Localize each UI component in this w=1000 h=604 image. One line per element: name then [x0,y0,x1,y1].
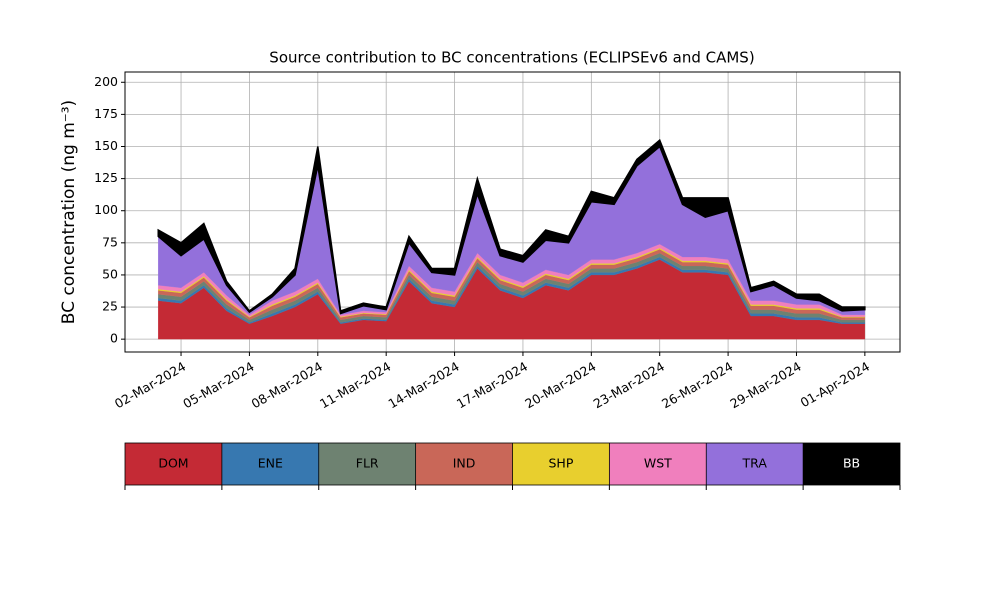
y-tick-label: 200 [94,74,118,89]
legend-label: IND [453,456,476,471]
legend-label: BB [843,456,860,471]
x-tick-label: 17-Mar-2024 [454,359,530,412]
legend-label: WST [644,456,672,471]
y-tick-label: 100 [94,202,118,217]
x-tick-label: 23-Mar-2024 [591,359,667,412]
y-tick-label: 150 [94,138,118,153]
legend-label: FLR [356,456,379,471]
y-axis-label: BC concentration (ng m⁻³) [59,100,79,324]
legend-swatch [221,443,319,485]
legend-label: DOM [158,456,188,471]
area [157,138,866,315]
y-tick-label: 75 [102,234,118,249]
legend-swatch [415,443,513,485]
plot-frame [124,71,901,353]
legend-swatch [125,443,222,485]
x-tick-label: 29-Mar-2024 [727,359,803,412]
x-tick-label: 02-Mar-2024 [112,359,188,412]
legend-swatch [512,443,610,485]
x-tick-label: 26-Mar-2024 [659,359,735,412]
x-tick-label: 01-Apr-2024 [798,359,872,411]
x-tick-label: 11-Mar-2024 [317,359,393,412]
chart-title: Source contribution to BC concentrations… [269,49,754,67]
legend-swatch [706,443,804,485]
y-tick-label: 175 [94,106,118,121]
legend-swatch [609,443,707,485]
legend-swatch [803,443,900,485]
legend-label: ENE [258,456,283,471]
x-tick-label: 08-Mar-2024 [249,359,325,412]
y-tick-label: 25 [102,299,118,314]
legend-label: TRA [742,456,768,471]
x-tick-label: 14-Mar-2024 [385,359,461,412]
legend-swatch [318,443,416,485]
x-tick-label: 20-Mar-2024 [522,359,598,412]
legend-label: SHP [549,456,574,471]
y-tick-label: 50 [102,266,118,281]
y-tick-label: 125 [94,170,118,185]
x-tick-label: 05-Mar-2024 [180,359,256,412]
y-tick-label: 0 [110,331,118,346]
